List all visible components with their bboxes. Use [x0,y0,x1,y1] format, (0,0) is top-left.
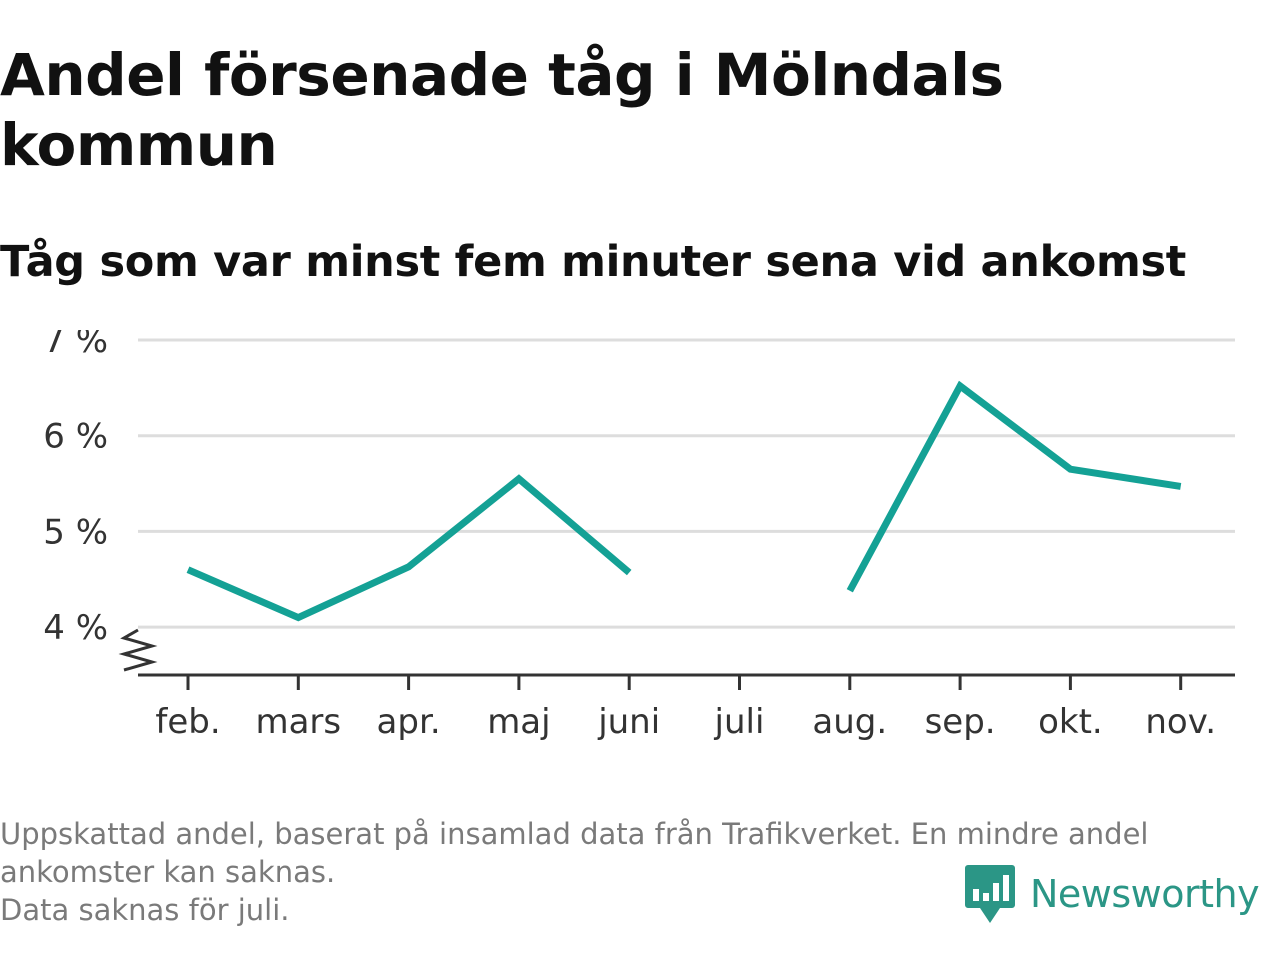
footnote-line: Uppskattad andel, baserat på insamlad da… [0,817,1149,851]
series-lines [186,380,1182,622]
grid-lines [138,338,1235,629]
line-chart: 4 % 5 % 6 % 7 % feb. mars apr. maj juni juli aug.… [43,330,1235,742]
newsworthy-logo-icon [965,865,1015,923]
series-line-segment [846,380,1182,593]
footnote-line: ankomster kan saknas. [0,855,336,889]
y-tick-label: 4 % [43,608,108,648]
y-axis-tick-labels: 4 % 5 % 6 % 7 % [43,330,108,648]
footnote-line: Data saknas för juli. [0,893,290,927]
y-tick-label: 7 % [43,330,108,361]
x-tick-label: okt. [1038,702,1103,742]
y-axis-break [118,628,158,672]
x-tick-label: nov. [1145,702,1216,742]
x-tick-label: juni [597,702,660,742]
series-line-segment [186,474,632,622]
y-tick-label: 5 % [43,512,108,552]
y-tick-label: 6 % [43,417,108,457]
brand-logo: Newsworthy [964,862,1260,926]
x-axis-tick-labels: feb. mars apr. maj juni juli aug. sep. okt. nov. [155,675,1216,742]
footnote: Uppskattad andel, baserat på insamlad da… [0,815,1270,929]
x-axis [118,628,1235,677]
x-tick-label: maj [487,702,550,742]
x-tick-label: aug. [812,702,887,742]
x-tick-label: juli [714,702,765,742]
chart-subtitle: Tåg som var minst fem minuter sena vid a… [0,237,1187,287]
x-tick-label: sep. [925,702,996,742]
chart-title: Andel försenade tåg i Mölndals kommun [0,41,1004,179]
x-tick-label: apr. [377,702,441,742]
x-tick-label: feb. [155,702,220,742]
x-tick-label: mars [255,702,341,742]
brand-name: Newsworthy [1030,872,1260,916]
